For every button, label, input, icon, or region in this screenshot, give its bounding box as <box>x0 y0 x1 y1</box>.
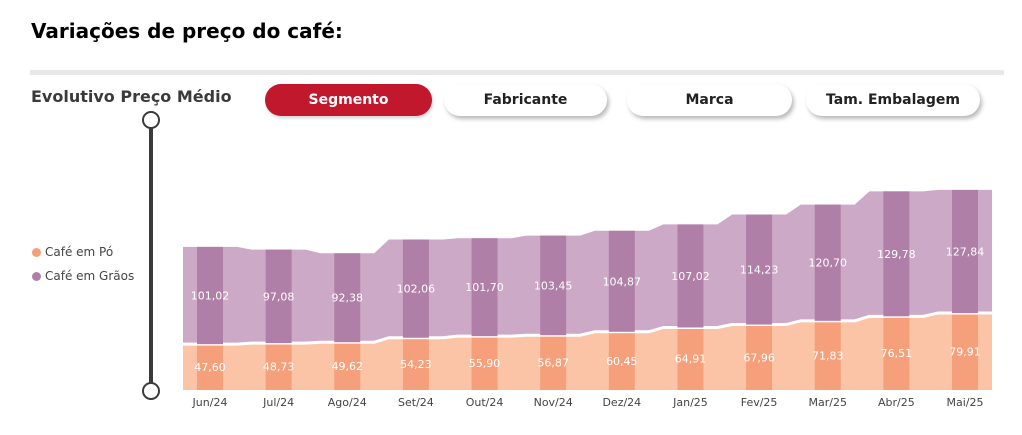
bar-cafe-em-po <box>608 333 635 390</box>
po-area <box>183 313 992 390</box>
bar-cafe-em-graos <box>952 189 978 314</box>
range-slider-handle-bottom[interactable] <box>142 382 160 400</box>
legend-marker-icon <box>32 247 41 257</box>
x-tick-label: Mar/25 <box>808 396 846 409</box>
x-tick-label: Jul/24 <box>262 396 294 409</box>
data-label-cafe-em-po: 48,73 <box>263 361 295 374</box>
bar-cafe-em-graos <box>608 230 635 332</box>
bar-cafe-em-graos <box>883 191 910 317</box>
data-label-cafe-em-graos: 97,08 <box>263 290 295 303</box>
data-label-cafe-em-graos: 101,70 <box>465 281 504 294</box>
data-label-cafe-em-graos: 101,02 <box>191 290 230 303</box>
bar-cafe-em-po <box>197 345 223 390</box>
bar-cafe-em-po <box>814 322 841 390</box>
data-label-cafe-em-graos: 103,45 <box>534 279 573 292</box>
bar-cafe-em-po <box>677 328 704 390</box>
graos-area <box>183 189 992 345</box>
fabricante-button[interactable]: Fabricante <box>444 84 607 116</box>
bar-cafe-em-graos <box>471 238 498 337</box>
data-label-cafe-em-graos: 102,06 <box>397 283 436 296</box>
bar-cafe-em-graos <box>334 253 361 343</box>
bar-cafe-em-po <box>402 339 429 390</box>
x-tick-label: Ago/24 <box>328 396 367 409</box>
x-tick-label: Mai/25 <box>947 396 984 409</box>
tam-embalagem-button[interactable]: Tam. Embalagem <box>806 84 980 116</box>
data-label-cafe-em-po: 60,45 <box>606 355 638 368</box>
data-label-cafe-em-po: 71,83 <box>812 349 844 362</box>
data-label-cafe-em-graos: 129,78 <box>877 248 916 261</box>
legend-marker-icon <box>32 271 41 281</box>
data-label-cafe-em-po: 49,62 <box>332 360 364 373</box>
data-label-cafe-em-po: 64,91 <box>675 353 707 366</box>
data-label-cafe-em-po: 76,51 <box>881 347 913 360</box>
bar-cafe-em-graos <box>197 246 223 345</box>
x-tick-label: Nov/24 <box>534 396 573 409</box>
bar-cafe-em-graos <box>746 214 773 325</box>
data-label-cafe-em-graos: 114,23 <box>740 264 779 277</box>
data-label-cafe-em-graos: 107,02 <box>671 270 710 283</box>
chart-legend: Café em Pó Café em Grãos <box>32 240 134 288</box>
data-label-cafe-em-po: 54,23 <box>400 358 432 371</box>
data-label-cafe-em-graos: 104,87 <box>603 275 642 288</box>
x-tick-label: Dez/24 <box>602 396 641 409</box>
marca-button[interactable]: Marca <box>627 84 792 116</box>
bar-cafe-em-po <box>334 343 361 390</box>
range-slider-track[interactable] <box>149 118 153 390</box>
bar-cafe-em-graos <box>402 239 429 338</box>
bar-cafe-em-graos <box>677 224 704 328</box>
data-label-cafe-em-po: 67,96 <box>743 351 775 364</box>
data-label-cafe-em-po: 47,60 <box>194 361 226 374</box>
bar-cafe-em-po <box>265 344 292 390</box>
series-separator-line <box>183 311 992 346</box>
bar-cafe-em-graos <box>540 235 567 336</box>
chart-title: Evolutivo Preço Médio <box>31 87 232 106</box>
bar-cafe-em-po <box>952 314 978 390</box>
legend-label: Café em Grãos <box>45 269 135 283</box>
segmento-button[interactable]: Segmento <box>265 84 432 116</box>
range-slider-handle-top[interactable] <box>142 111 160 129</box>
bar-cafe-em-po <box>471 337 498 390</box>
x-tick-label: Jan/25 <box>672 396 708 409</box>
data-label-cafe-em-po: 79,91 <box>949 346 981 359</box>
bar-cafe-em-po <box>746 326 773 390</box>
x-tick-label: Out/24 <box>466 396 504 409</box>
bar-cafe-em-po <box>883 317 910 390</box>
bar-cafe-em-graos <box>265 249 292 344</box>
x-tick-label: Jun/24 <box>192 396 228 409</box>
bar-cafe-em-po <box>540 336 567 390</box>
page-title: Variações de preço do café: <box>31 19 343 43</box>
legend-item-cafe-em-graos[interactable]: Café em Grãos <box>32 264 134 288</box>
x-tick-label: Abr/25 <box>878 396 915 409</box>
legend-item-cafe-em-po[interactable]: Café em Pó <box>32 240 134 264</box>
data-label-cafe-em-po: 56,87 <box>537 357 569 370</box>
legend-label: Café em Pó <box>45 245 114 259</box>
data-label-cafe-em-graos: 120,70 <box>808 257 847 270</box>
data-label-cafe-em-graos: 127,84 <box>946 245 985 258</box>
x-tick-label: Set/24 <box>398 396 434 409</box>
data-label-cafe-em-graos: 92,38 <box>332 292 364 305</box>
bar-cafe-em-graos <box>814 204 841 321</box>
x-tick-label: Fev/25 <box>741 396 778 409</box>
data-label-cafe-em-po: 55,90 <box>469 357 501 370</box>
